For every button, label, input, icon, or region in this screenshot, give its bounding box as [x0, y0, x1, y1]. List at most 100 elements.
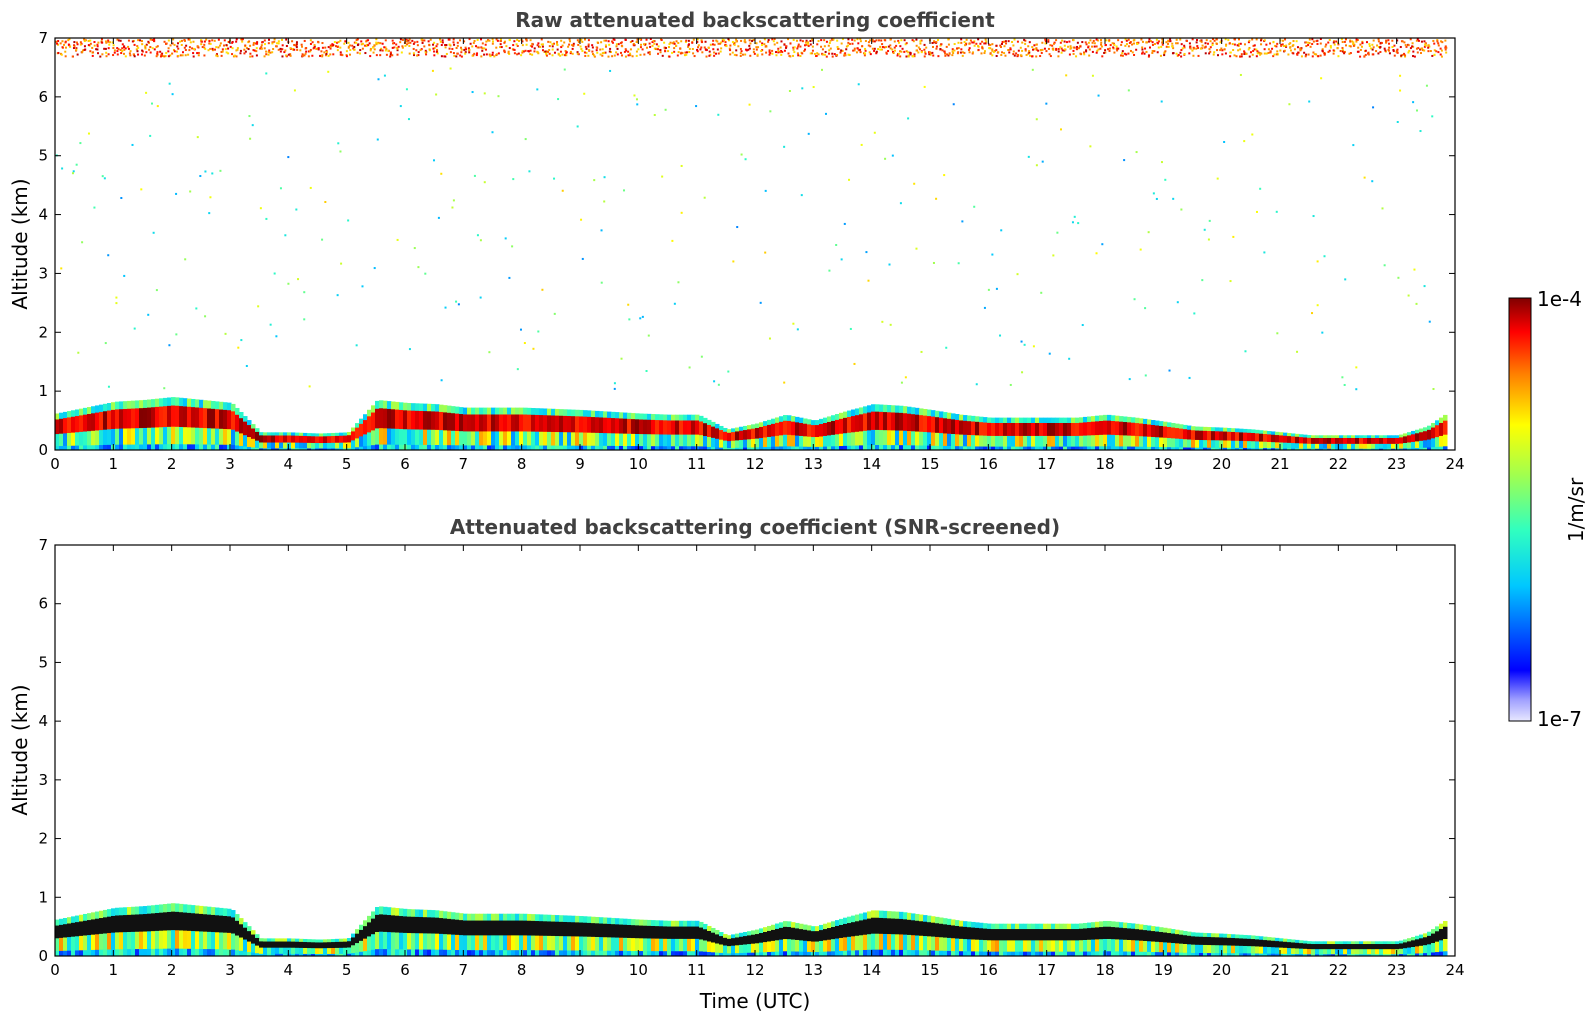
heatmap-cell — [135, 931, 140, 950]
noise-speck — [417, 266, 420, 269]
noise-speck — [1401, 40, 1404, 43]
noise-speck — [600, 281, 603, 284]
noise-speck — [857, 49, 860, 52]
heatmap-cell — [139, 400, 144, 409]
noise-speck — [593, 179, 596, 182]
heatmap-cell — [659, 950, 664, 956]
noise-speck — [447, 38, 450, 41]
heatmap-cell — [451, 918, 456, 935]
noise-speck — [432, 43, 435, 46]
heatmap-cell — [1095, 950, 1100, 956]
noise-speck — [1349, 39, 1352, 42]
heatmap-cell — [1079, 928, 1084, 941]
noise-speck — [101, 53, 104, 56]
heatmap-cell — [583, 416, 588, 433]
heatmap-cell — [755, 929, 760, 935]
heatmap-cell — [1347, 435, 1352, 438]
heatmap-cell — [1431, 437, 1436, 448]
noise-speck — [512, 48, 515, 51]
y-tick-label: 2 — [38, 323, 48, 341]
heatmap-cell — [351, 952, 356, 956]
heatmap-cell — [539, 914, 544, 922]
noise-speck — [1295, 40, 1298, 43]
heatmap-cell — [1035, 928, 1040, 941]
heatmap-cell — [503, 407, 508, 415]
noise-speck — [721, 38, 724, 41]
heatmap-cell — [1103, 926, 1108, 939]
heatmap-cell — [179, 929, 184, 949]
noise-speck — [629, 54, 632, 57]
heatmap-cell — [171, 911, 176, 931]
noise-speck — [1352, 41, 1355, 44]
noise-speck — [620, 357, 623, 360]
noise-speck — [307, 50, 310, 53]
heatmap-cell — [699, 420, 704, 436]
heatmap-cell — [899, 911, 904, 919]
heatmap-cell — [471, 920, 476, 936]
heatmap-cell — [819, 929, 824, 941]
heatmap-cell — [95, 933, 100, 950]
noise-speck — [381, 42, 384, 45]
heatmap-cell — [607, 936, 612, 951]
noise-speck — [792, 54, 795, 57]
heatmap-cell — [679, 434, 684, 447]
noise-speck — [1167, 45, 1170, 48]
heatmap-cell — [515, 934, 520, 951]
noise-speck — [1251, 133, 1254, 136]
heatmap-cell — [123, 428, 128, 445]
heatmap-cell — [243, 922, 248, 928]
heatmap-cell — [319, 941, 324, 949]
noise-speck — [1253, 44, 1256, 47]
noise-speck — [507, 51, 510, 54]
heatmap-cell — [391, 401, 396, 410]
heatmap-cell — [655, 433, 660, 447]
noise-speck — [1440, 40, 1443, 43]
heatmap-cell — [63, 936, 68, 951]
noise-speck — [521, 44, 524, 47]
heatmap-cell — [823, 923, 828, 930]
noise-speck — [821, 68, 824, 71]
heatmap-cell — [1251, 432, 1256, 442]
heatmap-cell — [947, 412, 952, 419]
heatmap-cell — [871, 429, 876, 446]
noise-speck — [1225, 43, 1228, 46]
noise-speck — [768, 337, 771, 340]
heatmap-cell — [1111, 950, 1116, 956]
noise-speck — [797, 45, 800, 48]
heatmap-cell — [499, 913, 504, 921]
noise-speck — [1399, 74, 1402, 77]
heatmap-cell — [1019, 923, 1024, 930]
heatmap-cell — [847, 922, 852, 937]
heatmap-cell — [251, 934, 256, 944]
heatmap-cell — [959, 926, 964, 939]
heatmap-cell — [591, 432, 596, 446]
heatmap-cell — [639, 950, 644, 956]
heatmap-cell — [611, 950, 616, 956]
heatmap-cell — [775, 417, 780, 423]
noise-speck — [121, 43, 124, 46]
noise-speck — [657, 45, 660, 48]
heatmap-cell — [179, 426, 184, 445]
heatmap-cell — [327, 941, 332, 949]
noise-speck — [1409, 38, 1412, 41]
noise-speck — [984, 38, 987, 41]
heatmap-cell — [1083, 922, 1088, 929]
noise-speck — [517, 52, 520, 55]
heatmap-cell — [195, 913, 200, 932]
noise-speck — [1361, 42, 1364, 45]
noise-speck — [809, 52, 812, 55]
heatmap-cell — [243, 421, 248, 436]
noise-speck — [1183, 52, 1186, 55]
noise-speck — [715, 39, 718, 42]
heatmap-cell — [107, 410, 112, 430]
heatmap-cell — [247, 446, 252, 450]
noise-speck — [895, 44, 898, 47]
heatmap-cell — [795, 421, 800, 436]
heatmap-cell — [827, 922, 832, 929]
heatmap-cell — [1295, 448, 1300, 450]
noise-speck — [991, 43, 994, 46]
noise-speck — [1176, 42, 1179, 45]
x-tick-label: 9 — [575, 455, 585, 473]
heatmap-cell — [1391, 435, 1396, 438]
noise-speck — [412, 42, 415, 45]
